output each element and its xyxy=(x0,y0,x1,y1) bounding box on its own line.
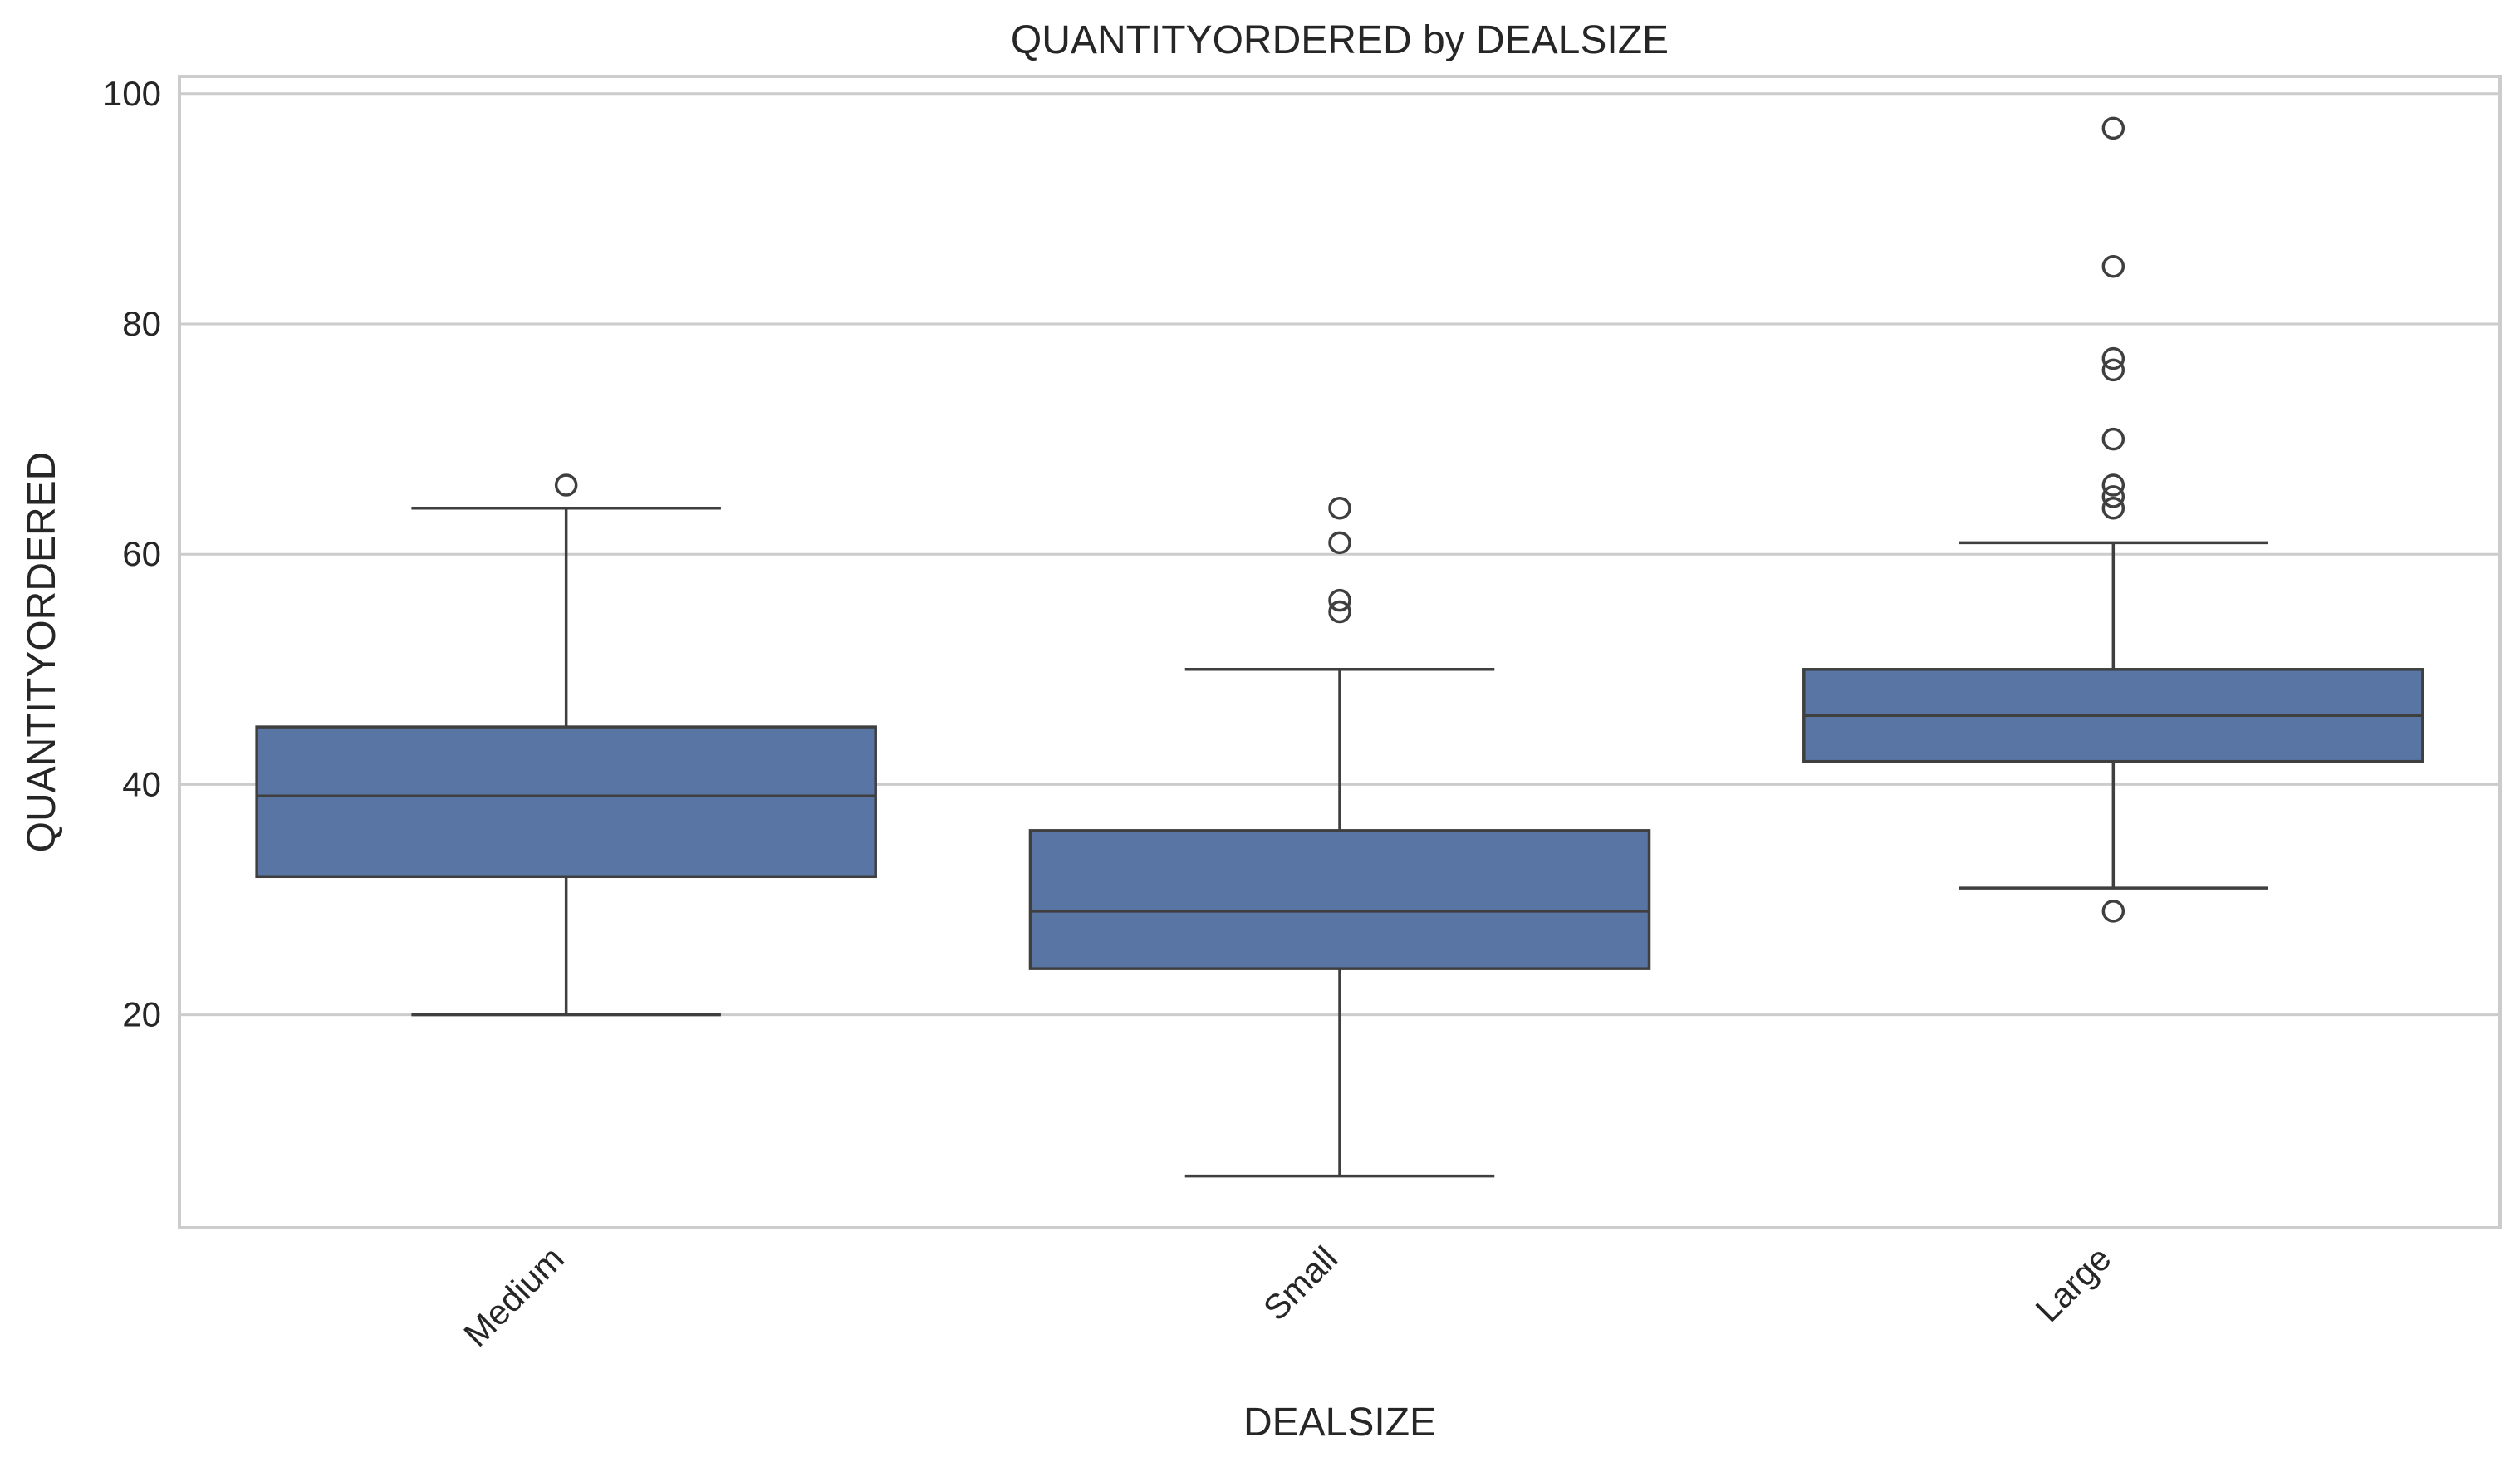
outlier-small-3 xyxy=(1328,497,1351,520)
outlier-large-3 xyxy=(2101,473,2125,497)
box-medium xyxy=(255,725,877,879)
outlier-large-6 xyxy=(2101,346,2125,370)
y-tick-label-100: 100 xyxy=(103,74,161,113)
outlier-large-5 xyxy=(2101,358,2125,382)
x-axis-title: DEALSIZE xyxy=(1243,1401,1436,1445)
outlier-small-0 xyxy=(1328,600,1351,624)
y-tick-label-60: 60 xyxy=(122,534,161,573)
outlier-large-4 xyxy=(2101,427,2125,451)
box-small xyxy=(1028,829,1651,970)
outlier-small-2 xyxy=(1328,531,1351,555)
chart-title: QUANTITYORDERED by DEALSIZE xyxy=(1011,18,1669,62)
box-layer xyxy=(255,116,2424,1178)
outlier-large-8 xyxy=(2101,116,2125,140)
outlier-small-1 xyxy=(1328,588,1351,612)
box-group-medium xyxy=(255,473,877,1017)
x-tick-label-medium: Medium xyxy=(456,1239,571,1354)
x-tick-label-large: Large xyxy=(2028,1239,2119,1329)
outlier-large-0 xyxy=(2101,900,2125,923)
box-group-small xyxy=(1028,497,1651,1178)
outlier-large-7 xyxy=(2101,254,2125,278)
y-tick-labels: 20 40 60 80 100 xyxy=(103,74,161,1034)
y-tick-label-40: 40 xyxy=(122,764,161,803)
outlier-medium-0 xyxy=(554,473,578,497)
y-tick-label-20: 20 xyxy=(122,995,161,1034)
y-tick-label-80: 80 xyxy=(122,304,161,343)
x-tick-label-small: Small xyxy=(1256,1239,1346,1328)
outlier-large-1 xyxy=(2101,497,2125,520)
outlier-large-2 xyxy=(2101,485,2125,508)
plot-frame xyxy=(178,75,2502,1229)
x-tick-labels: Medium Small Large xyxy=(456,1239,2119,1354)
y-axis-title: QUANTITYORDERED xyxy=(20,452,64,853)
box-group-large xyxy=(1802,116,2424,923)
